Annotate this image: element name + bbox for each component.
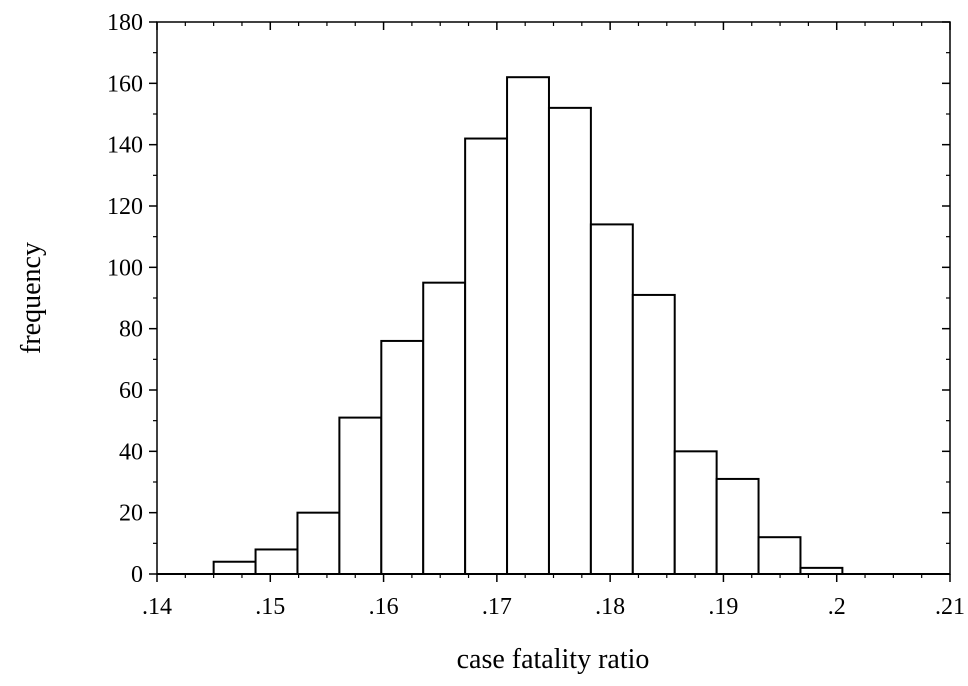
x-tick-label: .14 <box>142 594 172 620</box>
y-tick-label: 0 <box>131 562 143 588</box>
x-tick-label: .16 <box>369 594 399 620</box>
x-tick-labels: .14 .15 .16 .17 .18 .19 .2 .21 <box>142 594 965 620</box>
histogram-bar <box>254 548 299 576</box>
y-tick-label: 20 <box>119 501 143 527</box>
histogram-bar <box>422 281 467 575</box>
histogram-bar <box>380 339 425 575</box>
histogram-bar <box>506 76 550 575</box>
x-tick-label: .15 <box>255 594 285 620</box>
histogram-bar <box>212 560 257 576</box>
y-tick-label: 60 <box>119 378 143 404</box>
y-tick-label: 40 <box>119 439 143 465</box>
histogram-bar <box>799 566 844 575</box>
y-tick-label: 140 <box>107 133 143 159</box>
y-tick-label: 160 <box>107 71 143 97</box>
y-tick-label: 120 <box>107 194 143 220</box>
histogram-bar <box>757 536 802 576</box>
histogram-bar <box>296 511 341 576</box>
y-tick-labels: 0 20 40 60 80 100 120 140 160 180 <box>107 10 143 588</box>
bars <box>157 76 950 576</box>
histogram-bar <box>464 137 509 576</box>
y-axis-label: frequency <box>16 242 47 354</box>
histogram-bar <box>631 293 676 575</box>
y-tick-label: 100 <box>107 255 143 281</box>
x-axis-label: case fatality ratio <box>457 644 650 675</box>
x-tick-label: .19 <box>708 594 738 620</box>
y-tick-label: 80 <box>119 317 143 343</box>
x-tick-label: .17 <box>482 594 512 620</box>
y-tick-label: 180 <box>107 10 143 36</box>
x-tick-label: .21 <box>935 594 965 620</box>
x-tick-label: .18 <box>595 594 625 620</box>
histogram-bar <box>715 477 760 575</box>
plot-frame <box>156 21 951 575</box>
histogram-bar <box>338 416 383 575</box>
histogram-bar <box>547 106 592 575</box>
x-tick-label: .2 <box>828 594 846 620</box>
histogram-bar <box>673 450 718 576</box>
histogram-bar <box>589 223 634 575</box>
